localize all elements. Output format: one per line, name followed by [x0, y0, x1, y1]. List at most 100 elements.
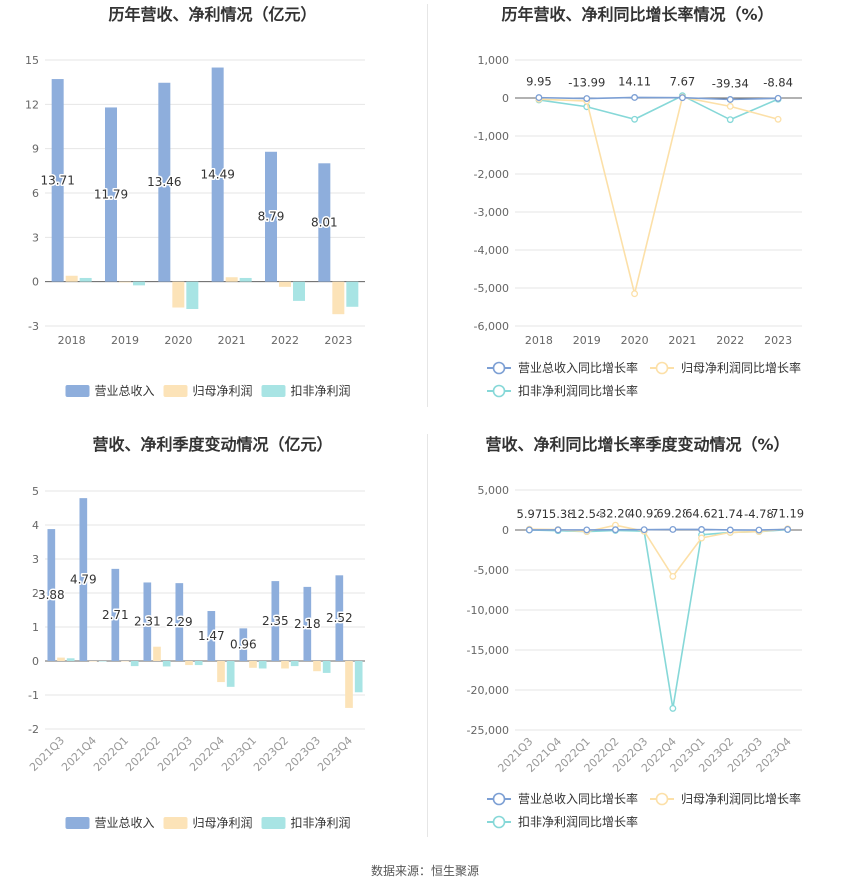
bar [346, 281, 359, 307]
y-tick-label: -5,000 [474, 564, 509, 577]
y-tick-label: 12 [25, 98, 39, 111]
bar [158, 82, 171, 282]
bar [79, 277, 92, 282]
data-label: 4.79 [70, 573, 97, 587]
legend-label: 归母净利润同比增长率 [681, 360, 801, 375]
bar [313, 661, 321, 672]
data-label: 8.79 [258, 210, 285, 224]
data-label: 12.54 [570, 507, 603, 521]
data-label: 1.47 [198, 629, 225, 643]
bar [153, 646, 161, 661]
bar [217, 661, 225, 683]
y-tick-label: -15,000 [467, 644, 509, 657]
legend-label: 营业总收入同比增长率 [518, 791, 638, 806]
legend-marker [492, 361, 506, 375]
data-label: 2.71 [102, 608, 129, 622]
x-tick-label: 2019 [573, 334, 601, 347]
bar [226, 661, 235, 687]
bar [258, 661, 267, 669]
bar [119, 281, 131, 283]
data-label: 14.49 [200, 168, 234, 182]
series-point [583, 526, 591, 534]
y-tick-label: 5 [32, 485, 39, 498]
bar [133, 281, 145, 286]
series-line [529, 528, 788, 709]
bar [162, 661, 171, 667]
series-point [755, 526, 763, 534]
bar [79, 498, 88, 661]
bar [354, 661, 363, 693]
series-point [698, 526, 705, 533]
bar [66, 658, 75, 661]
data-label: 11.79 [94, 188, 128, 202]
series-point [640, 526, 648, 534]
data-label: 15.38 [542, 507, 575, 521]
bar [47, 529, 56, 661]
vertical-divider-bottom [427, 434, 428, 837]
y-tick-label: -3,000 [474, 206, 509, 219]
chart-svg: 营收、净利季度变动情况（亿元）-2-10123452021Q32021Q4202… [27, 435, 365, 830]
bar [225, 277, 238, 282]
y-tick-label: 5,000 [478, 484, 510, 497]
bar [121, 661, 129, 662]
legend-label: 营业总收入同比增长率 [518, 360, 638, 375]
y-tick-label: 15 [25, 54, 39, 67]
y-tick-label: 0 [502, 524, 509, 537]
series-point [631, 290, 639, 298]
bar [281, 661, 289, 669]
x-tick-label: 2022 [271, 334, 299, 347]
bar [186, 281, 199, 310]
legend-label: 扣非净利润 [291, 384, 351, 398]
data-label: 7.67 [670, 75, 696, 89]
y-tick-label: -5,000 [474, 282, 509, 295]
series-point [583, 95, 591, 102]
legend-label: 归母净利润 [193, 384, 253, 398]
chart-svg: 历年营收、净利同比增长率情况（%） -6,000 -5,000 -4,000 -3,00… [474, 5, 802, 398]
series-point [669, 525, 677, 533]
chart-title: 营收、净利季度变动情况（亿元） [92, 435, 332, 454]
x-tick-label: 2023 [764, 334, 792, 347]
y-tick-label: 0 [502, 92, 509, 105]
bar [332, 281, 345, 315]
series-point [678, 94, 686, 102]
bar [279, 281, 291, 287]
bar [130, 661, 139, 667]
series-point [669, 572, 677, 580]
y-tick-label: -3 [28, 320, 39, 333]
y-tick-label: 2 [32, 587, 39, 600]
bar [335, 575, 344, 661]
legend-swatch [261, 385, 286, 397]
bar [194, 661, 203, 666]
legend-label: 扣非净利润 [291, 816, 351, 830]
legend-label: 归母净利润同比增长率 [681, 791, 801, 806]
bar [239, 277, 252, 282]
x-tick-label: 2023 [324, 334, 352, 347]
bar [185, 661, 193, 666]
series-point [784, 525, 792, 533]
bar [318, 163, 331, 282]
x-tick-label: 2019 [111, 334, 139, 347]
data-label: 69.28 [656, 506, 689, 520]
legend: 营业总收入 归母净利润 扣非净利润 [65, 816, 351, 830]
legend-swatch [65, 385, 90, 397]
x-tick-label: 2018 [58, 334, 86, 347]
bar [265, 151, 277, 282]
y-tick-label: 3 [32, 231, 39, 244]
annual-revenue-profit-chart: 历年营收、净利情况（亿元） -3 0 3 6 9 12 15 2018 2019 2020 2021 2… [0, 0, 425, 430]
legend-marker [492, 792, 506, 806]
chart-title: 历年营收、净利同比增长率情况（%） [501, 5, 773, 24]
x-tick-label: 2023Q4 [315, 734, 355, 774]
legend-swatch [261, 817, 286, 829]
y-tick-label: 4 [32, 519, 39, 532]
series-point [631, 115, 639, 123]
series-point [726, 526, 734, 534]
data-label: 0.96 [230, 638, 257, 652]
data-label: 14.11 [618, 74, 651, 88]
chart-svg: 历年营收、净利情况（亿元） -3 0 3 6 9 12 15 2018 2019 2020 2021 2… [25, 5, 365, 398]
quarterly-growth-rate-chart: 营收、净利同比增长率季度变动情况（%） -25,000 -20,000 -15,000… [425, 430, 850, 860]
series-line [529, 524, 788, 578]
data-label: -4.78 [744, 507, 774, 521]
legend-marker [492, 815, 506, 829]
legend-label: 扣非净利润同比增长率 [518, 814, 638, 829]
